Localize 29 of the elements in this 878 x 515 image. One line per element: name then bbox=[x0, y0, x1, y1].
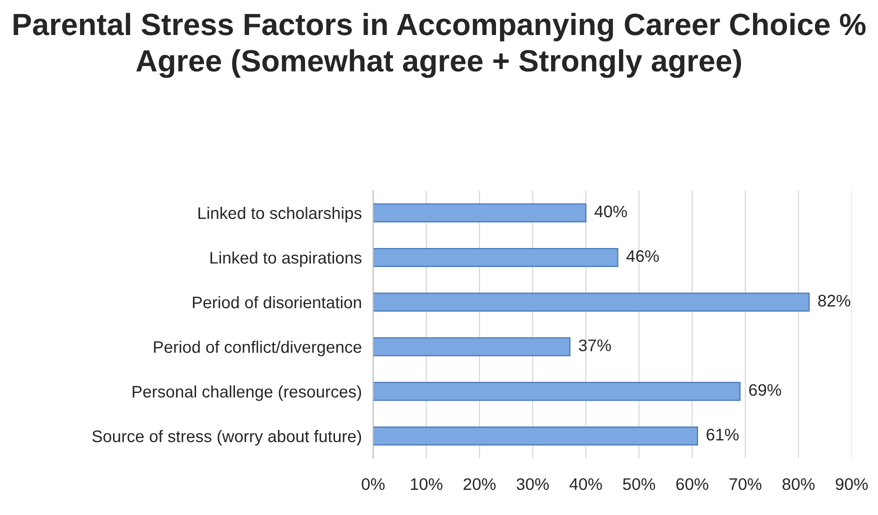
x-tick-label: 90% bbox=[836, 478, 868, 490]
y-tick-label: Period of conflict/divergence bbox=[154, 340, 362, 356]
data-label: 69% bbox=[749, 384, 782, 396]
data-label: 46% bbox=[626, 250, 659, 262]
x-tick-label: 70% bbox=[730, 478, 762, 490]
y-tick-label: Personal challenge (resources) bbox=[132, 385, 362, 401]
chart-title: Parental Stress Factors in Accompanying Career Choice % Agree (Somewhat agree + Strongly agree) bbox=[14, 12, 866, 78]
bar bbox=[373, 426, 698, 446]
x-tick-label: 40% bbox=[570, 478, 602, 490]
x-tick-label: 60% bbox=[676, 478, 708, 490]
data-label: 37% bbox=[578, 339, 611, 352]
bar bbox=[373, 382, 741, 401]
data-label: 82% bbox=[818, 294, 850, 307]
x-tick-label: 0% bbox=[362, 478, 385, 490]
x-tick-label: 20% bbox=[464, 478, 496, 490]
bar bbox=[373, 248, 618, 267]
y-tick-label: Linked to scholarships bbox=[198, 206, 362, 222]
bar bbox=[373, 337, 570, 356]
bar bbox=[373, 292, 810, 312]
data-label: 40% bbox=[594, 206, 627, 218]
x-tick-label: 50% bbox=[622, 478, 656, 490]
y-tick-label: Source of stress (worry about future) bbox=[92, 430, 362, 446]
data-label: 61% bbox=[706, 428, 739, 441]
x-tick-label: 80% bbox=[782, 478, 815, 490]
y-tick-label: Period of disorientation bbox=[192, 296, 361, 308]
bar bbox=[373, 203, 586, 222]
x-tick-label: 30% bbox=[516, 478, 549, 490]
x-tick-label: 10% bbox=[410, 478, 442, 490]
y-tick-label: Linked to aspirations bbox=[210, 251, 362, 267]
